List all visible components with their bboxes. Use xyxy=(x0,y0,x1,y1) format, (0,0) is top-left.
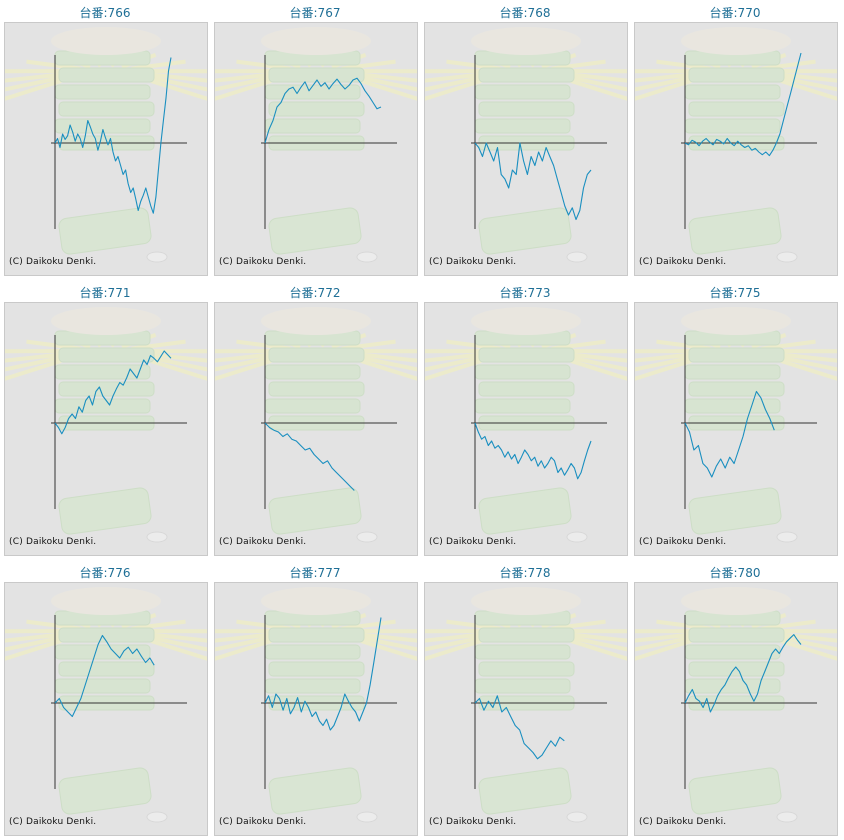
data-line xyxy=(54,350,172,435)
chart-frame: (C) Daikoku Denki. xyxy=(424,22,628,276)
chart-title[interactable]: 台番:775 xyxy=(709,286,761,300)
line-chart xyxy=(5,27,207,263)
chart-panel: 台番:770 (C) Daikoku Denki. xyxy=(630,0,840,280)
chart-panel: 台番:776 (C) Daikoku Denki. xyxy=(0,560,210,840)
line-chart xyxy=(635,307,837,543)
copyright-text: (C) Daikoku Denki. xyxy=(639,257,727,267)
chart-panel: 台番:775 (C) Daikoku Denki. xyxy=(630,280,840,560)
copyright-text: (C) Daikoku Denki. xyxy=(219,817,307,827)
line-chart xyxy=(5,587,207,823)
chart-title[interactable]: 台番:770 xyxy=(709,6,761,20)
background-artwork xyxy=(425,587,627,823)
data-line xyxy=(54,634,155,718)
background-artwork xyxy=(215,27,417,263)
data-line xyxy=(474,142,592,221)
chart-title[interactable]: 台番:777 xyxy=(289,566,341,580)
background-artwork xyxy=(5,27,207,263)
data-line xyxy=(264,77,382,144)
line-chart xyxy=(5,307,207,543)
chart-panel: 台番:778 (C) Daikoku Denki. xyxy=(420,560,630,840)
data-line xyxy=(474,422,592,480)
copyright-text: (C) Daikoku Denki. xyxy=(9,537,97,547)
chart-title[interactable]: 台番:778 xyxy=(499,566,551,580)
background-artwork xyxy=(635,27,837,263)
chart-title[interactable]: 台番:772 xyxy=(289,286,341,300)
background-artwork xyxy=(635,587,837,823)
chart-title[interactable]: 台番:776 xyxy=(79,566,131,580)
data-line xyxy=(474,695,565,760)
copyright-text: (C) Daikoku Denki. xyxy=(429,537,517,547)
chart-panel: 台番:777 (C) Daikoku Denki. xyxy=(210,560,420,840)
line-chart xyxy=(635,27,837,263)
chart-frame: (C) Daikoku Denki. xyxy=(4,22,208,276)
chart-title[interactable]: 台番:766 xyxy=(79,6,131,20)
chart-title[interactable]: 台番:780 xyxy=(709,566,761,580)
data-line xyxy=(684,52,802,157)
data-line xyxy=(684,634,802,713)
chart-title[interactable]: 台番:768 xyxy=(499,6,551,20)
chart-frame: (C) Daikoku Denki. xyxy=(634,582,838,836)
data-line xyxy=(264,617,382,731)
copyright-text: (C) Daikoku Denki. xyxy=(219,257,307,267)
line-chart xyxy=(425,307,627,543)
line-chart xyxy=(215,307,417,543)
background-artwork xyxy=(5,307,207,543)
background-artwork xyxy=(215,587,417,823)
chart-frame: (C) Daikoku Denki. xyxy=(214,22,418,276)
background-artwork xyxy=(425,307,627,543)
chart-title[interactable]: 台番:771 xyxy=(79,286,131,300)
chart-panel: 台番:772 (C) Daikoku Denki. xyxy=(210,280,420,560)
chart-title[interactable]: 台番:773 xyxy=(499,286,551,300)
chart-frame: (C) Daikoku Denki. xyxy=(4,302,208,556)
line-chart xyxy=(425,27,627,263)
background-artwork xyxy=(635,307,837,543)
copyright-text: (C) Daikoku Denki. xyxy=(9,257,97,267)
chart-frame: (C) Daikoku Denki. xyxy=(634,22,838,276)
copyright-text: (C) Daikoku Denki. xyxy=(219,537,307,547)
background-artwork xyxy=(425,27,627,263)
line-chart xyxy=(215,27,417,263)
chart-panel: 台番:780 (C) Daikoku Denki. xyxy=(630,560,840,840)
line-chart xyxy=(425,587,627,823)
line-chart xyxy=(215,587,417,823)
data-line xyxy=(54,57,172,214)
chart-frame: (C) Daikoku Denki. xyxy=(424,582,628,836)
chart-frame: (C) Daikoku Denki. xyxy=(4,582,208,836)
background-artwork xyxy=(5,587,207,823)
chart-panel: 台番:766 (C) Daikoku Denki. xyxy=(0,0,210,280)
line-chart xyxy=(635,587,837,823)
data-line xyxy=(264,422,355,491)
copyright-text: (C) Daikoku Denki. xyxy=(639,537,727,547)
copyright-text: (C) Daikoku Denki. xyxy=(9,817,97,827)
chart-frame: (C) Daikoku Denki. xyxy=(634,302,838,556)
copyright-text: (C) Daikoku Denki. xyxy=(639,817,727,827)
chart-panel: 台番:767 (C) Daikoku Denki. xyxy=(210,0,420,280)
chart-frame: (C) Daikoku Denki. xyxy=(214,582,418,836)
chart-panel: 台番:771 (C) Daikoku Denki. xyxy=(0,280,210,560)
copyright-text: (C) Daikoku Denki. xyxy=(429,817,517,827)
chart-frame: (C) Daikoku Denki. xyxy=(214,302,418,556)
background-artwork xyxy=(215,307,417,543)
chart-panel: 台番:773 (C) Daikoku Denki. xyxy=(420,280,630,560)
chart-panel: 台番:768 (C) Daikoku Denki. xyxy=(420,0,630,280)
chart-title[interactable]: 台番:767 xyxy=(289,6,341,20)
copyright-text: (C) Daikoku Denki. xyxy=(429,257,517,267)
data-line xyxy=(684,390,775,478)
chart-frame: (C) Daikoku Denki. xyxy=(424,302,628,556)
